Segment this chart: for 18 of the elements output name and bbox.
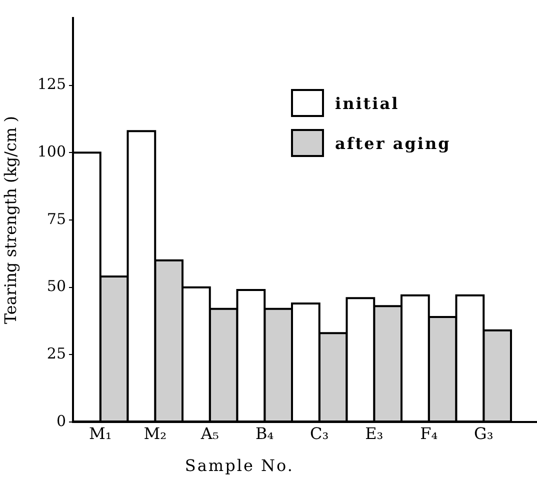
y-tick-label: 0 [56,412,66,430]
x-axis-title: Sample No. [184,456,294,476]
y-tick-label: 75 [46,210,66,228]
y-tick-label: 50 [46,277,66,296]
x-tick-label: M₂ [144,424,167,443]
x-tick-label: G₃ [474,424,494,443]
x-tick-label: C₃ [310,424,329,443]
legend-label: initial [335,94,400,112]
x-tick-label: M₁ [88,424,112,443]
y-tick-label: 25 [46,344,66,363]
x-tick-label: F₄ [420,424,438,443]
legend-label: after aging [335,134,451,152]
y-axis-title: Tearing strength (kg/cm ) [0,116,20,324]
y-tick-label: 125 [37,75,66,94]
x-tick-label: E₃ [365,424,384,443]
x-tick-label: B₄ [256,424,274,443]
x-tick-label: A₅ [200,424,219,443]
y-tick-label: 100 [37,142,66,161]
